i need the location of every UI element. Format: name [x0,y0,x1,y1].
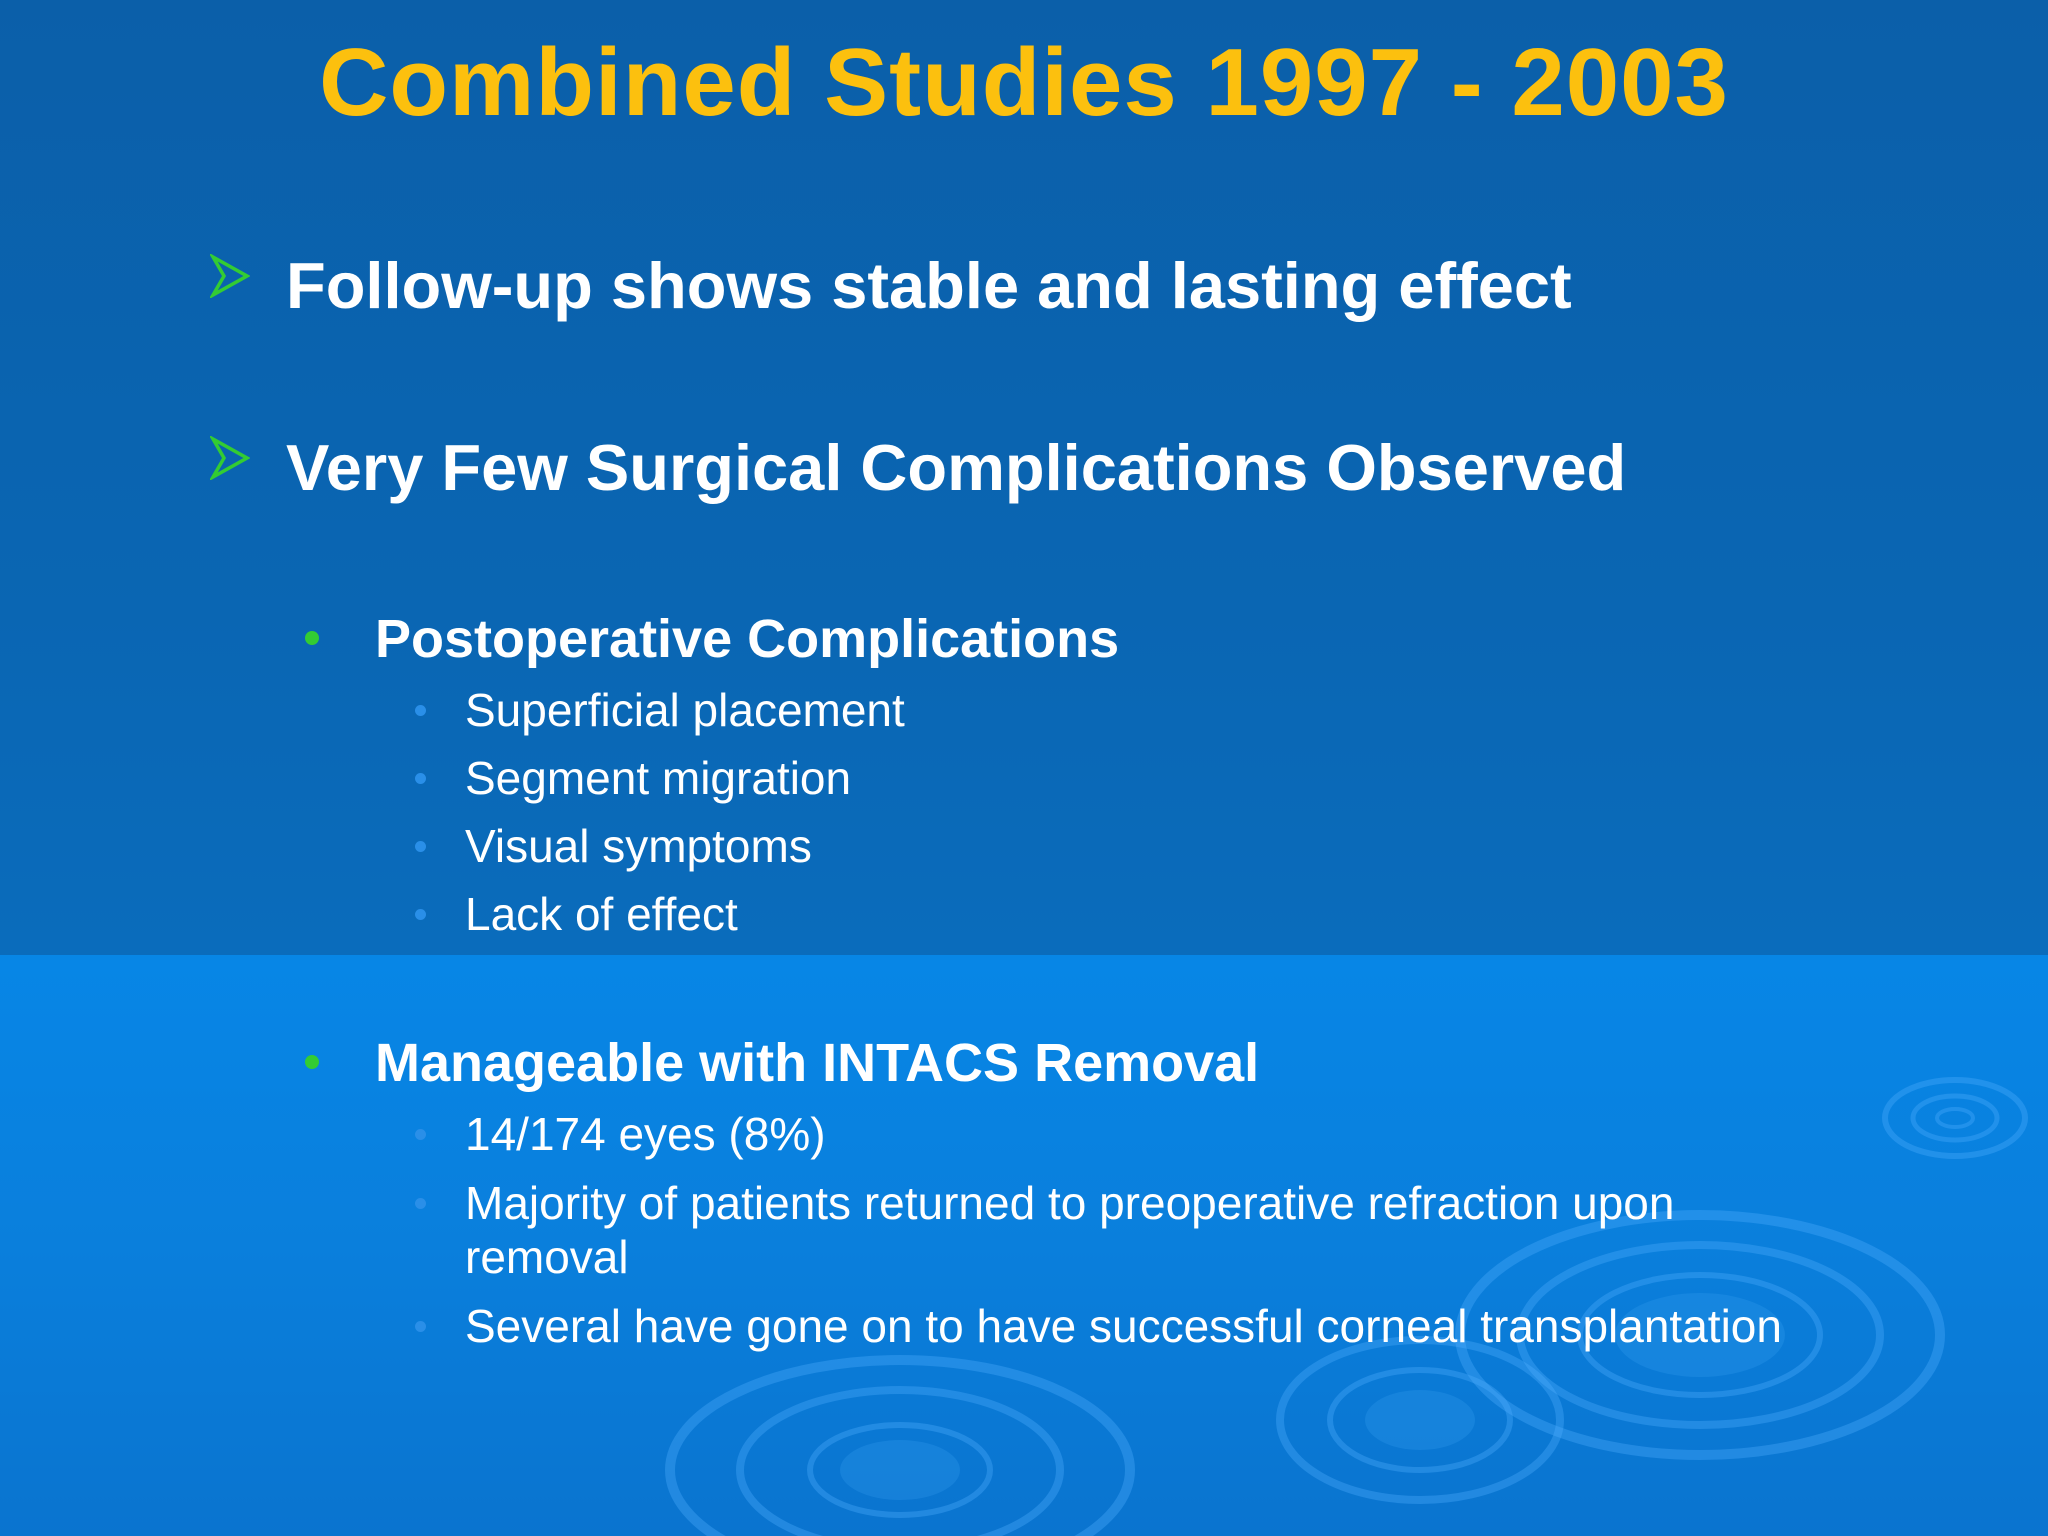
bullet-dot-icon [415,705,426,716]
list-item: Visual symptoms [415,819,1835,873]
bullet-text: Follow-up shows stable and lasting effec… [286,249,1572,322]
bullet-dot-icon [415,1321,426,1332]
list-item: Several have gone on to have successful … [415,1299,1835,1353]
list-item: Superficial placement [415,683,1835,737]
list-item: Lack of effect [415,887,1835,941]
bullet-dot-icon [415,841,426,852]
arrow-bullet-icon [210,436,250,480]
background-lower-band [0,955,2048,1536]
list-item: Segment migration [415,751,1835,805]
bullet-text: Very Few Surgical Complications Observed [286,431,1627,504]
bullet-dot-icon [415,1129,426,1140]
bullet-dot-icon [305,631,319,645]
bullet-dot-icon [415,1198,426,1209]
list-item: Majority of patients returned to preoper… [415,1176,1835,1284]
bullet-dot-icon [415,909,426,920]
arrow-bullet-icon [210,254,250,298]
section-heading: Manageable with INTACS Removal [375,1033,1260,1093]
bullet-dot-icon [305,1055,319,1069]
section-heading: Postoperative Complications [375,609,1120,669]
bullet-dot-icon [415,773,426,784]
list-item: 14/174 eyes (8%) [415,1107,1835,1161]
slide-title: Combined Studies 1997 - 2003 [319,29,1729,136]
